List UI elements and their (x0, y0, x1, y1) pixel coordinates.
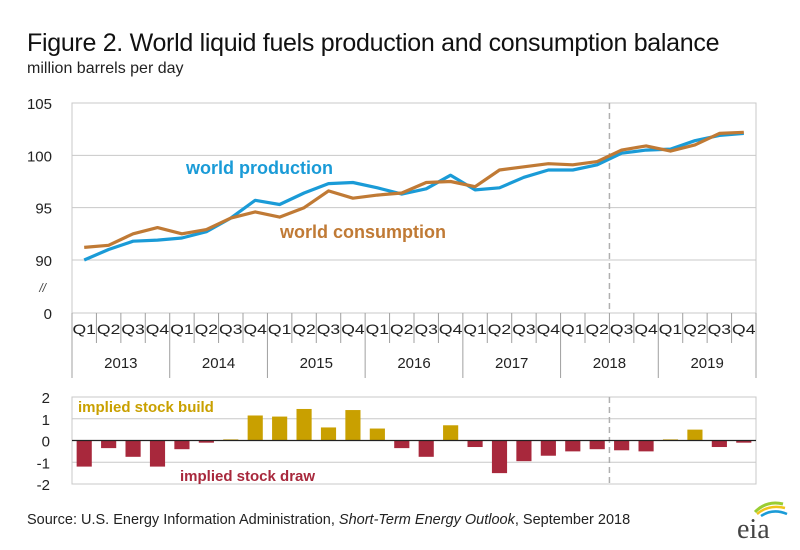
x-quarter-label: Q1 (463, 321, 487, 337)
chart-title: Figure 2. World liquid fuels production … (27, 29, 720, 57)
x-quarter-label: Q2 (488, 321, 512, 337)
stock-draw-bar (711, 440, 727, 448)
stock-draw-bar (540, 440, 556, 456)
x-quarter-label: Q3 (512, 321, 536, 337)
x-quarter-label: Q3 (317, 321, 341, 337)
stock-build-annotation: implied stock build (78, 399, 214, 416)
x-quarter-label: Q4 (634, 321, 658, 337)
stock-build-bar (272, 416, 288, 441)
stock-build-bar (247, 415, 263, 441)
eia-logo-icon: eia (737, 501, 788, 545)
x-quarter-label: Q3 (219, 321, 243, 337)
top-y-tick-label: 105 (27, 96, 52, 113)
stock-draw-bar (614, 440, 630, 451)
stock-draw-bar (638, 440, 654, 452)
top-y-tick-label: 95 (35, 201, 52, 218)
axis-break-mark: // (38, 281, 47, 295)
stock-build-bar (296, 408, 312, 441)
stock-draw-bar (101, 440, 117, 449)
stock-build-bar (345, 410, 361, 441)
stock-draw-bar (125, 440, 141, 457)
stock-draw-bar (589, 440, 605, 450)
x-quarter-label: Q2 (390, 321, 414, 337)
stock-build-bar (687, 429, 703, 441)
x-year-label: 2019 (690, 355, 723, 372)
x-year-label: 2013 (104, 355, 137, 372)
x-year-label: 2015 (300, 355, 333, 372)
stock-draw-bar (149, 440, 166, 467)
stock-draw-bar (565, 440, 581, 452)
stock-draw-bar (394, 440, 410, 449)
stock-build-bar (443, 425, 459, 441)
x-quarter-label: Q1 (366, 321, 390, 337)
top-y-tick-label: 90 (35, 253, 52, 270)
bottom-y-tick-label: -1 (37, 455, 50, 472)
x-quarter-label: Q1 (561, 321, 585, 337)
source-note: Source: U.S. Energy Information Administ… (27, 512, 630, 528)
x-quarter-label: Q2 (97, 321, 121, 337)
x-quarter-label: Q3 (415, 321, 439, 337)
bottom-y-tick-label: -2 (37, 477, 50, 494)
x-quarter-label: Q4 (244, 321, 268, 337)
stock-draw-bar (174, 440, 190, 450)
source-suffix: , September 2018 (514, 512, 631, 528)
x-year-label: 2016 (397, 355, 430, 372)
production-line (83, 131, 744, 262)
source-publication: Short-Term Energy Outlook (338, 512, 515, 528)
source-prefix: Source: U.S. Energy Information Administ… (27, 512, 339, 528)
eia-logo: eia (733, 498, 793, 546)
bottom-y-tick-label: 0 (42, 434, 50, 451)
stock-draw-bar (516, 440, 532, 462)
stock-draw-bar (418, 440, 434, 457)
x-year-label: 2017 (495, 355, 528, 372)
consumption-line (84, 130, 744, 249)
production-annotation: world production (185, 158, 333, 178)
x-quarter-label: Q3 (610, 321, 634, 337)
x-quarter-label: Q1 (73, 321, 97, 337)
x-quarter-label: Q4 (341, 321, 365, 337)
bottom-y-tick-label: 1 (42, 412, 50, 429)
x-quarter-label: Q4 (146, 321, 170, 337)
x-quarter-label: Q1 (268, 321, 292, 337)
chart-subtitle: million barrels per day (27, 60, 184, 77)
stock-draw-bar (198, 440, 214, 443)
top-y-tick-label: 100 (27, 148, 52, 165)
x-quarter-label: Q3 (121, 321, 145, 337)
stock-build-bar (369, 428, 385, 441)
x-quarter-label: Q3 (708, 321, 732, 337)
x-year-label: 2018 (593, 355, 626, 372)
x-quarter-label: Q2 (292, 321, 316, 337)
stock-draw-bar (491, 440, 508, 474)
bottom-y-tick-label: 2 (42, 390, 50, 407)
stock-draw-bar (76, 440, 92, 467)
consumption-annotation: world consumption (279, 222, 446, 242)
x-quarter-label: Q2 (195, 321, 219, 337)
stock-draw-bar (467, 440, 483, 448)
stock-build-bar (320, 427, 337, 441)
x-quarter-label: Q4 (537, 321, 561, 337)
eia-logo-text: eia (737, 514, 770, 545)
stock-draw-annotation: implied stock draw (180, 468, 315, 485)
x-quarter-label: Q2 (586, 321, 610, 337)
x-quarter-label: Q2 (683, 321, 707, 337)
x-quarter-label: Q4 (732, 321, 756, 337)
x-year-label: 2014 (202, 355, 235, 372)
x-quarter-label: Q1 (170, 321, 194, 337)
stock-draw-bar (736, 440, 752, 443)
top-y-tick-label: 0 (44, 306, 52, 323)
x-quarter-label: Q4 (439, 321, 463, 337)
x-quarter-label: Q1 (659, 321, 683, 337)
